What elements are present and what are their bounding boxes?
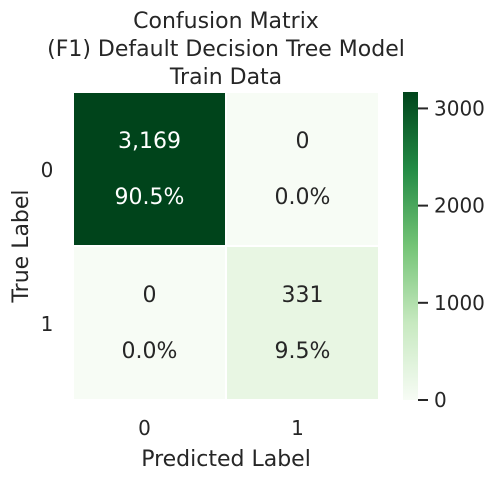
chart-title-line-2: (F1) Default Decision Tree Model — [47, 37, 405, 62]
cell-percent-label: 9.5% — [275, 339, 331, 364]
cell-count-label: 0 — [143, 283, 157, 308]
x-tick-label: 0 — [138, 416, 151, 440]
heatmap-cell — [72, 245, 227, 401]
chart-title-line-3: Train Data — [169, 65, 282, 90]
cell-count-label: 331 — [282, 283, 324, 308]
heatmap-cell — [72, 91, 227, 247]
x-tick-label: 1 — [291, 416, 304, 440]
chart-title-line-1: Confusion Matrix — [133, 9, 319, 34]
cell-percent-label: 0.0% — [122, 339, 178, 364]
colorbar-ticks: 0 1000 2000 3000 — [418, 96, 485, 412]
heatmap-cell — [225, 245, 380, 401]
cell-count-label: 0 — [296, 129, 310, 154]
cell-count-label: 3,169 — [118, 129, 181, 154]
y-axis-label: True Label — [9, 189, 34, 303]
y-tick-label: 1 — [41, 312, 54, 336]
colorbar-tick-label: 0 — [434, 388, 447, 412]
y-tick-labels: 01 — [41, 158, 54, 336]
colorbar-tick-label: 3000 — [434, 96, 485, 120]
x-axis-label: Predicted Label — [141, 447, 311, 472]
colorbar-tick-label: 1000 — [434, 291, 485, 315]
heatmap-cell — [225, 91, 380, 247]
heatmap-cells: 3,169 90.5% 0 0.0% 0 0.0% 331 9.5% — [72, 91, 380, 401]
cell-percent-label: 90.5% — [115, 185, 185, 210]
cell-percent-label: 0.0% — [275, 185, 331, 210]
colorbar — [403, 92, 418, 400]
y-tick-label: 0 — [41, 158, 54, 182]
colorbar-tick-label: 2000 — [434, 194, 485, 218]
